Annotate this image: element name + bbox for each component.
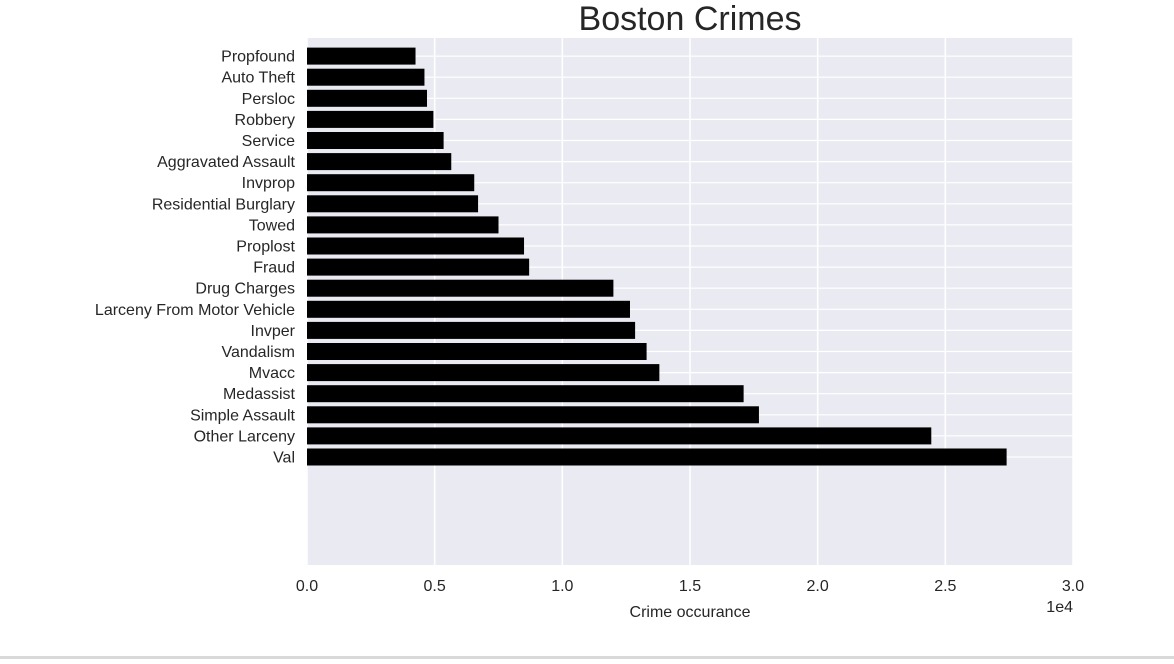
bar bbox=[307, 385, 744, 403]
bottom-divider bbox=[0, 656, 1174, 659]
bar bbox=[307, 258, 530, 276]
category-label: Drug Charges bbox=[195, 281, 295, 298]
x-axis-label: Crime occurance bbox=[630, 604, 751, 621]
bars bbox=[307, 47, 1007, 466]
x-axis-scale-label: 1e4 bbox=[1046, 599, 1073, 616]
category-label: Auto Theft bbox=[221, 70, 295, 87]
bar bbox=[307, 300, 630, 318]
category-label: Invprop bbox=[242, 175, 295, 192]
x-tick-label: 0.5 bbox=[424, 578, 446, 595]
bar bbox=[307, 279, 614, 297]
x-tick-label: 2.0 bbox=[807, 578, 829, 595]
bar bbox=[307, 47, 416, 65]
chart-title: Boston Crimes bbox=[579, 0, 802, 38]
x-tick-label: 1.0 bbox=[551, 578, 573, 595]
bar bbox=[307, 110, 434, 128]
category-label: Val bbox=[273, 450, 295, 467]
category-label: Aggravated Assault bbox=[157, 154, 295, 171]
x-tick-label: 2.5 bbox=[934, 578, 956, 595]
bar bbox=[307, 195, 479, 213]
x-tick-label: 0.0 bbox=[296, 578, 318, 595]
bar bbox=[307, 174, 475, 192]
category-label: Residential Burglary bbox=[152, 196, 295, 213]
x-tick-label: 3.0 bbox=[1062, 578, 1084, 595]
category-label: Towed bbox=[249, 217, 295, 234]
category-label: Proplost bbox=[236, 239, 295, 256]
bar bbox=[307, 343, 647, 360]
bar bbox=[307, 321, 636, 339]
bar bbox=[307, 237, 525, 255]
bar bbox=[307, 68, 425, 86]
bar bbox=[307, 364, 660, 382]
bar bbox=[307, 406, 759, 424]
category-label: Robbery bbox=[235, 112, 295, 129]
category-label: Vandalism bbox=[221, 344, 295, 361]
category-labels: Val Other Larceny Simple Assault Medassist M… bbox=[95, 49, 296, 467]
bar bbox=[307, 89, 428, 107]
bar bbox=[307, 153, 452, 171]
x-tick-labels: 0.0 0.5 1.0 1.5 2.0 2.5 3.0 bbox=[296, 578, 1084, 595]
bar bbox=[307, 427, 932, 445]
category-label: Larceny From Motor Vehicle bbox=[95, 302, 295, 319]
bar bbox=[307, 132, 444, 149]
bar bbox=[307, 216, 499, 234]
category-label: Invper bbox=[251, 323, 296, 340]
category-label: Mvacc bbox=[249, 365, 295, 382]
category-label: Propfound bbox=[221, 49, 295, 66]
x-tick-label: 1.5 bbox=[679, 578, 701, 595]
category-label: Persloc bbox=[242, 91, 295, 108]
category-label: Service bbox=[242, 133, 295, 150]
category-label: Medassist bbox=[223, 386, 296, 403]
category-label: Fraud bbox=[253, 260, 295, 277]
category-label: Simple Assault bbox=[190, 407, 295, 424]
category-label: Other Larceny bbox=[194, 428, 295, 445]
bar bbox=[307, 448, 1007, 466]
